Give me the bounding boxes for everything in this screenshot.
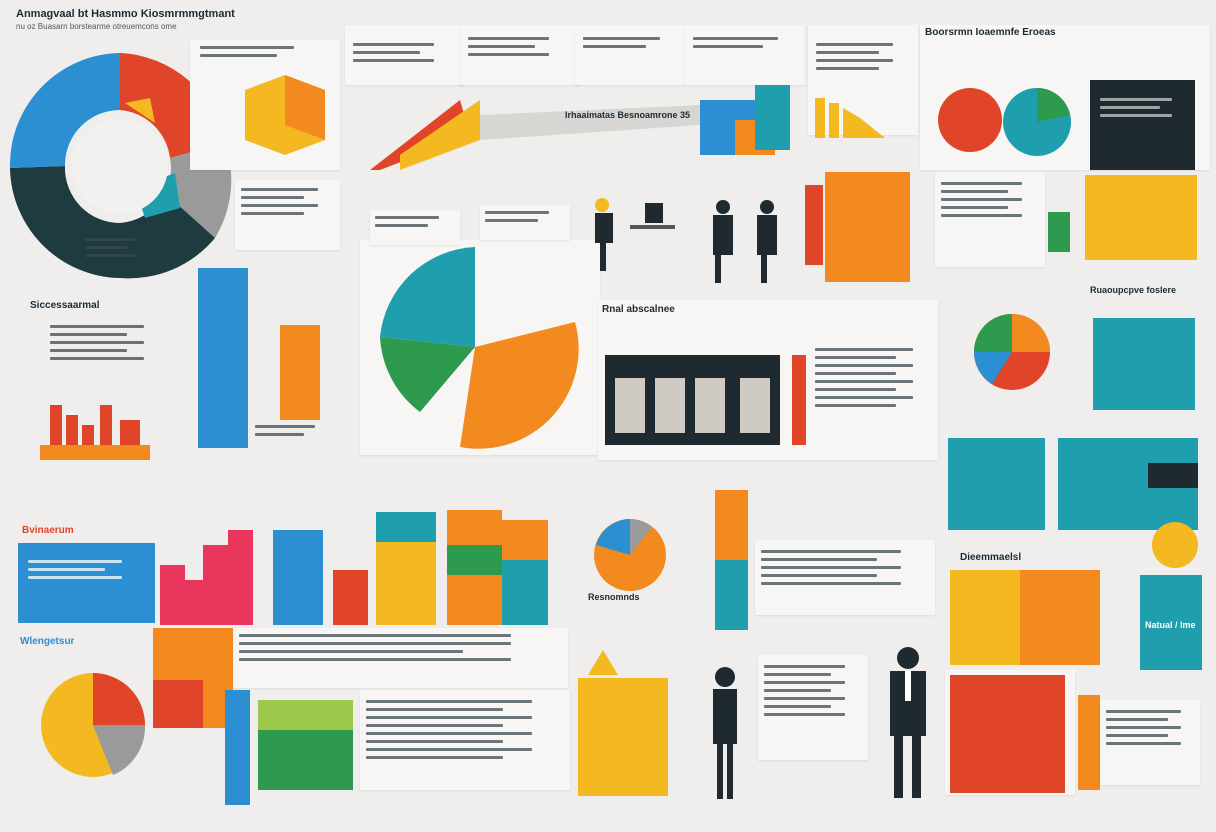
yellow-drop [1152, 522, 1198, 568]
blue-stack-bottom [225, 690, 250, 805]
red-circle [938, 88, 1002, 152]
red-side-stack [792, 355, 806, 445]
teal-card-right [1140, 575, 1202, 670]
red-bar-lower [333, 570, 368, 625]
orange-tall-bar [280, 325, 320, 420]
man-silhouette [890, 647, 926, 798]
center-top-panel-a [370, 210, 460, 245]
page-subtitle: nu oz Buasarn borstearme otreuemcons ome [16, 22, 177, 31]
dashboard-title: Rnal abscalnee [602, 304, 675, 315]
pink-bar-cluster [160, 530, 253, 625]
left-mid-text [50, 325, 160, 365]
teal-panel-right-2 [948, 438, 1045, 530]
bottom-text-panel [360, 690, 570, 790]
red-stack-bottom [153, 680, 203, 728]
diagonal-bar-ribbon [370, 100, 700, 170]
center-top-panel-b [480, 205, 570, 240]
dark-box [1090, 80, 1195, 170]
screen-card-2 [655, 378, 685, 433]
red-strip-mid [805, 185, 823, 265]
top-panel-5 [685, 25, 805, 85]
screen-card-4 [740, 378, 770, 433]
teal-card-right-text: Natual / lme [1145, 620, 1196, 630]
right-pie-chart [974, 314, 1050, 390]
green-bar-lower-top [376, 512, 436, 542]
ribbon-label: Irhaaimatas Besnoamrone 35 [565, 110, 691, 120]
top-panel-4 [575, 25, 685, 85]
yellow-triangle [588, 650, 618, 675]
right-panel-title: Ruaoupcpve foslere [1090, 285, 1177, 295]
bottom-long-panel [233, 628, 568, 688]
bottom-left-title: Bvinaerum [22, 525, 74, 536]
screen-card-1 [615, 378, 645, 433]
bottom-mid-text-panel [758, 655, 868, 760]
teal-small-right [1048, 212, 1070, 252]
dark-card-right [1148, 463, 1198, 488]
blue-card-left [18, 543, 155, 623]
teal-vert-strip [715, 560, 748, 630]
top-right-title: Boorsrmn Ioaemnfe Eroeas [925, 27, 1056, 38]
red-skyline-chart [40, 405, 150, 460]
orange-cap-lower-2 [502, 520, 548, 560]
orange-rect-mid [825, 172, 910, 282]
teal-panel-right-1 [1093, 318, 1195, 410]
yellow-card-bottom [578, 678, 668, 796]
blue-bar-lower [273, 530, 323, 625]
orange-card-right-overlay [1020, 570, 1100, 665]
right-mid-panel [935, 172, 1045, 267]
red-card-bottom-right [950, 675, 1065, 793]
top-panel-3 [460, 25, 580, 85]
blue-tall-bar [198, 268, 248, 448]
bottom-left-pie-chart [41, 673, 146, 777]
donut-notes [85, 238, 145, 262]
people-at-desk-illustration [595, 198, 675, 271]
top-panel-6 [808, 25, 918, 135]
3d-box-illustration [245, 75, 325, 155]
right-mid-title: Dieemmaelsl [960, 552, 1022, 563]
teal-pie [1003, 88, 1071, 156]
left-mid-title: Siccessaarmal [30, 300, 100, 311]
yellow-bar-chart [815, 98, 885, 138]
small-pie-chart [594, 519, 666, 591]
donut-chart [9, 53, 232, 279]
page-title: Anmagvaal bt Hasmmo Kiosmrmmgtmant [16, 8, 235, 20]
center-pie-chart [380, 247, 579, 449]
bottom-right-text-panel [1100, 700, 1200, 785]
mid-block-label: Resnomnds [588, 592, 640, 602]
yellow-box-right [1085, 175, 1197, 260]
teal-bar-1 [755, 85, 790, 150]
green-bar-lower [447, 545, 502, 575]
screen-card-3 [695, 378, 725, 433]
mid-text-panel [755, 540, 935, 615]
bottom-left-2: Wlengetsur [20, 636, 75, 647]
left-text-panel [235, 180, 340, 250]
dashboard-notes [815, 348, 930, 412]
green-card-bottom-top [258, 700, 353, 730]
top-panel-2 [345, 25, 465, 85]
orange-strip-bottom-right [1078, 695, 1100, 790]
woman-silhouette [713, 667, 737, 799]
business-people-illustration [713, 200, 777, 283]
